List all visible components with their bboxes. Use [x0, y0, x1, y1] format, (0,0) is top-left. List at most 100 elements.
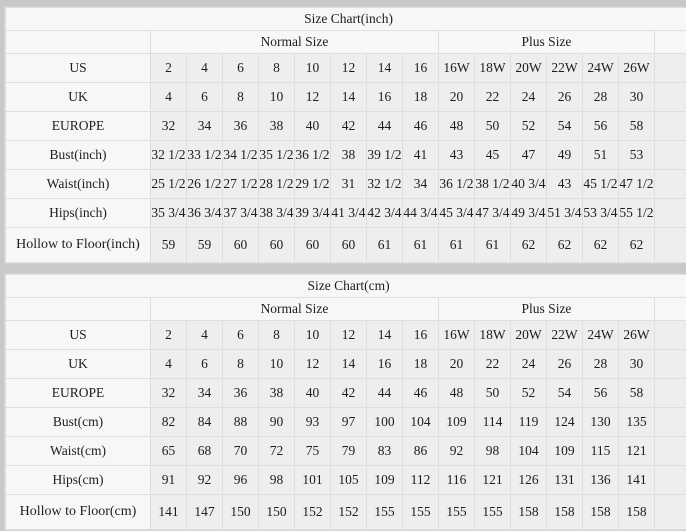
data-cell: 70 — [223, 437, 259, 466]
data-cell: 53 — [619, 141, 655, 170]
data-cell: 10 — [259, 83, 295, 112]
corner-cell — [6, 298, 151, 321]
row-filler-cell — [655, 228, 686, 263]
row-filler-cell — [655, 112, 686, 141]
data-cell: 100 — [367, 408, 403, 437]
data-cell: 38 — [331, 141, 367, 170]
data-cell: 42 — [331, 379, 367, 408]
data-cell: 42 3/4 — [367, 199, 403, 228]
data-cell: 37 3/4 — [223, 199, 259, 228]
data-cell: 30 — [619, 350, 655, 379]
data-cell: 45 1/2 — [583, 170, 619, 199]
row-filler-cell — [655, 141, 686, 170]
data-cell: 68 — [187, 437, 223, 466]
data-cell: 150 — [223, 495, 259, 530]
data-cell: 54 — [547, 379, 583, 408]
data-cell: 97 — [331, 408, 367, 437]
data-cell: 34 1/2 — [223, 141, 259, 170]
data-cell: 38 — [259, 112, 295, 141]
data-cell: 38 1/2 — [475, 170, 511, 199]
data-cell: 41 — [403, 141, 439, 170]
data-cell: 115 — [583, 437, 619, 466]
data-cell: 59 — [187, 228, 223, 263]
data-cell: 46 — [403, 112, 439, 141]
data-cell: 155 — [403, 495, 439, 530]
group-filler-cell — [655, 298, 686, 321]
data-cell: 56 — [583, 379, 619, 408]
data-cell: 39 1/2 — [367, 141, 403, 170]
data-cell: 46 — [403, 379, 439, 408]
data-cell: 42 — [331, 112, 367, 141]
row-label: Hollow to Floor(cm) — [6, 495, 151, 530]
data-cell: 51 — [583, 141, 619, 170]
data-cell: 12 — [331, 54, 367, 83]
data-cell: 48 — [439, 379, 475, 408]
data-cell: 30 — [619, 83, 655, 112]
data-cell: 14 — [331, 83, 367, 112]
data-cell: 61 — [403, 228, 439, 263]
row-filler-cell — [655, 54, 686, 83]
row-filler-cell — [655, 170, 686, 199]
data-cell: 150 — [259, 495, 295, 530]
row-label: UK — [6, 83, 151, 112]
row-label: US — [6, 321, 151, 350]
data-cell: 62 — [547, 228, 583, 263]
data-cell: 158 — [583, 495, 619, 530]
row-filler-cell — [655, 466, 686, 495]
data-cell: 2 — [151, 54, 187, 83]
data-cell: 82 — [151, 408, 187, 437]
data-cell: 34 — [403, 170, 439, 199]
group-header-plus-size: Plus Size — [439, 31, 655, 54]
row-label: US — [6, 54, 151, 83]
data-cell: 18 — [403, 83, 439, 112]
data-cell: 101 — [295, 466, 331, 495]
data-cell: 16 — [403, 321, 439, 350]
data-cell: 62 — [619, 228, 655, 263]
data-cell: 43 — [439, 141, 475, 170]
data-cell: 158 — [547, 495, 583, 530]
row-label: Bust(cm) — [6, 408, 151, 437]
row-filler-cell — [655, 379, 686, 408]
data-cell: 33 1/2 — [187, 141, 223, 170]
data-cell: 141 — [151, 495, 187, 530]
chart-title: Size Chart(inch) — [6, 8, 686, 31]
data-cell: 75 — [295, 437, 331, 466]
row-label: Bust(inch) — [6, 141, 151, 170]
corner-cell — [6, 31, 151, 54]
chart-title: Size Chart(cm) — [6, 275, 686, 298]
group-header-normal-size: Normal Size — [151, 298, 439, 321]
data-cell: 14 — [367, 54, 403, 83]
data-cell: 6 — [223, 54, 259, 83]
data-cell: 52 — [511, 112, 547, 141]
data-cell: 155 — [475, 495, 511, 530]
data-cell: 36 1/2 — [439, 170, 475, 199]
chart-title-row: Size Chart(inch) — [6, 8, 686, 31]
row-label: EUROPE — [6, 379, 151, 408]
data-cell: 152 — [295, 495, 331, 530]
data-cell: 98 — [259, 466, 295, 495]
data-cell: 51 3/4 — [547, 199, 583, 228]
row-label: EUROPE — [6, 112, 151, 141]
data-cell: 62 — [583, 228, 619, 263]
data-cell: 49 3/4 — [511, 199, 547, 228]
data-cell: 22W — [547, 321, 583, 350]
row-label: Waist(cm) — [6, 437, 151, 466]
data-cell: 45 — [475, 141, 511, 170]
data-cell: 22 — [475, 350, 511, 379]
data-cell: 40 3/4 — [511, 170, 547, 199]
data-cell: 92 — [439, 437, 475, 466]
row-filler-cell — [655, 199, 686, 228]
data-cell: 56 — [583, 112, 619, 141]
row-label: Hips(cm) — [6, 466, 151, 495]
data-cell: 61 — [367, 228, 403, 263]
row-label: Waist(inch) — [6, 170, 151, 199]
